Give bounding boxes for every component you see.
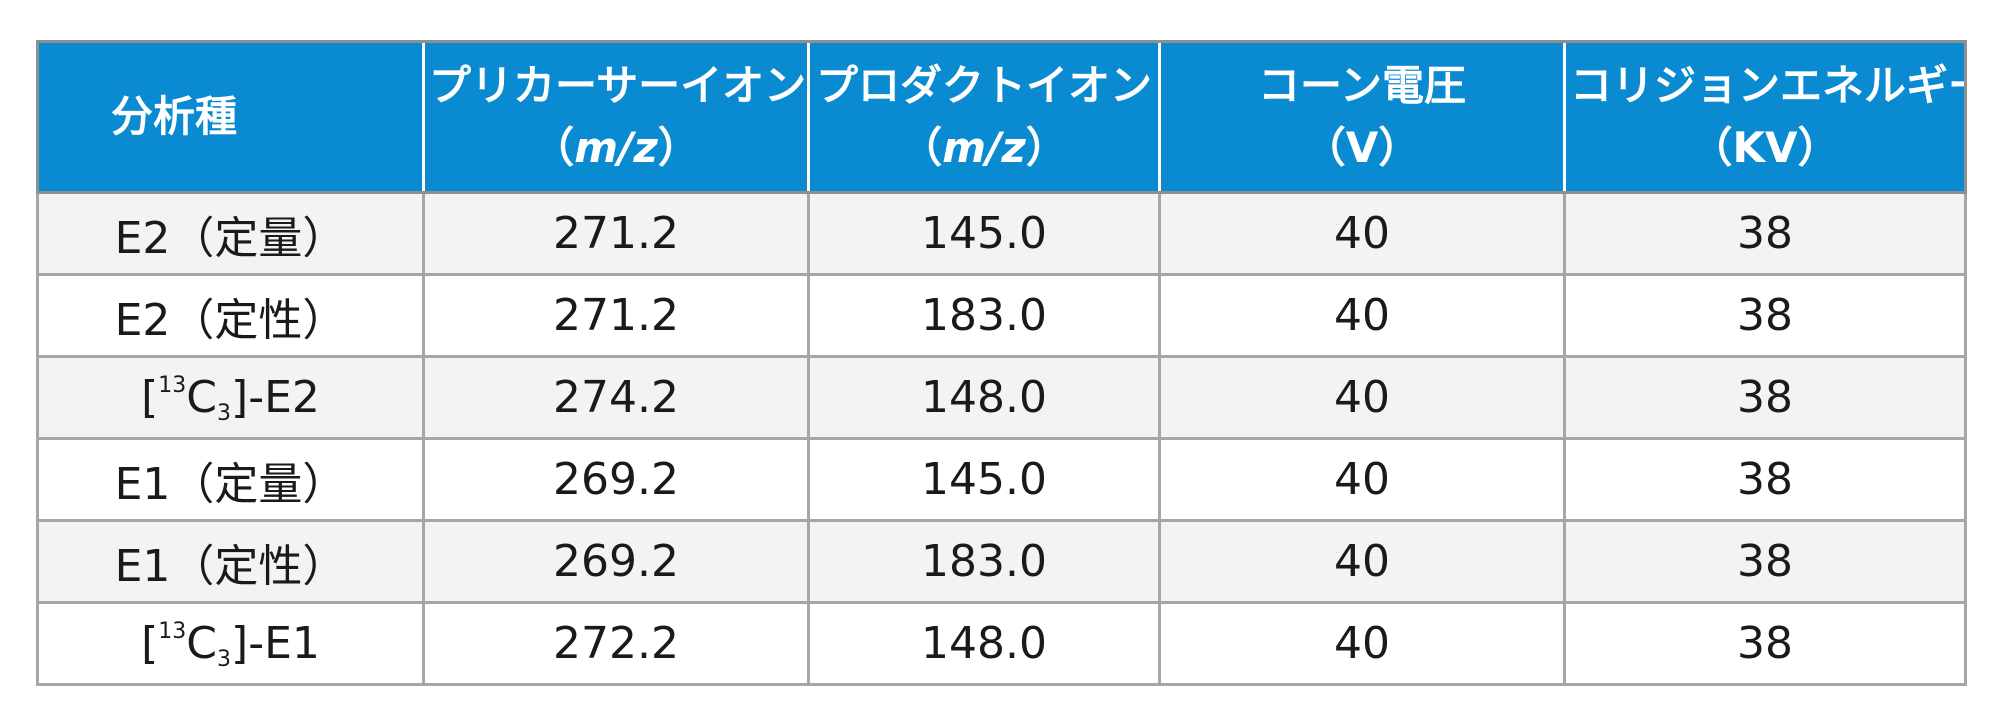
header-collision-energy-unit: （KV） — [1690, 123, 1840, 172]
header-product-ion-unit: （m/z） — [900, 123, 1068, 172]
unit-text: m/z — [942, 123, 1026, 172]
header-cone-voltage-unit: （V） — [1303, 123, 1421, 172]
header-precursor-ion: プリカーサーイオン （m/z） — [422, 40, 809, 194]
cell-cone-voltage: 40 — [1158, 519, 1566, 604]
cell-precursor: 271.2 — [422, 273, 810, 358]
table-row: [13C3]-E1 272.2 148.0 40 38 — [36, 601, 1967, 686]
header-product-ion-label: プロダクトイオン — [815, 61, 1152, 110]
cell-precursor: 269.2 — [422, 437, 810, 522]
table-row: E1（定量） 269.2 145.0 40 38 — [36, 437, 1967, 522]
cell-analyte: E1（定量） — [36, 437, 425, 522]
cell-cone-voltage: 40 — [1158, 191, 1566, 276]
cell-collision-energy: 38 — [1563, 273, 1967, 358]
header-cone-voltage: コーン電圧 （V） — [1158, 40, 1565, 194]
cell-precursor: 271.2 — [422, 191, 810, 276]
cell-analyte: E2（定性） — [36, 273, 425, 358]
cell-collision-energy: 38 — [1563, 437, 1967, 522]
cell-precursor: 272.2 — [422, 601, 810, 686]
header-precursor-ion-label: プリカーサーイオン — [429, 61, 807, 110]
header-collision-energy-label: コリジョンエネルギー — [1570, 61, 1966, 110]
element-symbol: C — [186, 372, 218, 423]
unit-text: KV — [1732, 123, 1798, 172]
table-row: E2（定性） 271.2 183.0 40 38 — [36, 273, 1967, 358]
cell-collision-energy: 38 — [1563, 355, 1967, 440]
cell-analyte: E2（定量） — [36, 191, 425, 276]
cell-collision-energy: 38 — [1563, 191, 1967, 276]
isotope-mass: 13 — [158, 373, 187, 398]
cell-collision-energy: 38 — [1563, 519, 1967, 604]
bracket-open: [ — [141, 372, 159, 423]
cell-product: 145.0 — [807, 191, 1161, 276]
cell-cone-voltage: 40 — [1158, 601, 1566, 686]
bracket-close-label: ]-E2 — [231, 372, 320, 423]
cell-product: 183.0 — [807, 273, 1161, 358]
header-analyte-label: 分析種 — [111, 92, 238, 141]
table-row: E2（定量） 271.2 145.0 40 38 — [36, 191, 1967, 276]
element-symbol: C — [186, 618, 218, 669]
cell-cone-voltage: 40 — [1158, 273, 1566, 358]
unit-text: m/z — [574, 123, 658, 172]
cell-product: 148.0 — [807, 601, 1161, 686]
header-analyte: 分析種 — [36, 40, 424, 194]
bracket-open: [ — [141, 618, 159, 669]
header-cone-voltage-label: コーン電圧 — [1258, 61, 1466, 110]
cell-analyte: [13C3]-E2 — [36, 355, 425, 440]
cell-precursor: 269.2 — [422, 519, 810, 604]
cell-product: 145.0 — [807, 437, 1161, 522]
header-collision-energy: コリジョンエネルギー （KV） — [1563, 40, 1967, 194]
ms-parameters-table: 分析種 プリカーサーイオン （m/z） プロダクトイオン （m/z） コーン電圧… — [36, 40, 1967, 686]
unit-text: V — [1345, 123, 1379, 172]
cell-collision-energy: 38 — [1563, 601, 1967, 686]
cell-product: 183.0 — [807, 519, 1161, 604]
table-row: E1（定性） 269.2 183.0 40 38 — [36, 519, 1967, 604]
cell-analyte: E1（定性） — [36, 519, 425, 604]
atom-count: 3 — [217, 401, 232, 426]
header-row: 分析種 プリカーサーイオン （m/z） プロダクトイオン （m/z） コーン電圧… — [36, 40, 1967, 194]
cell-precursor: 274.2 — [422, 355, 810, 440]
atom-count: 3 — [217, 647, 232, 672]
header-product-ion: プロダクトイオン （m/z） — [807, 40, 1160, 194]
cell-analyte: [13C3]-E1 — [36, 601, 425, 686]
header-precursor-ion-unit: （m/z） — [532, 123, 700, 172]
cell-product: 148.0 — [807, 355, 1161, 440]
table-row: [13C3]-E2 274.2 148.0 40 38 — [36, 355, 1967, 440]
isotope-mass: 13 — [158, 619, 187, 644]
cell-cone-voltage: 40 — [1158, 355, 1566, 440]
cell-cone-voltage: 40 — [1158, 437, 1566, 522]
bracket-close-label: ]-E1 — [231, 618, 320, 669]
